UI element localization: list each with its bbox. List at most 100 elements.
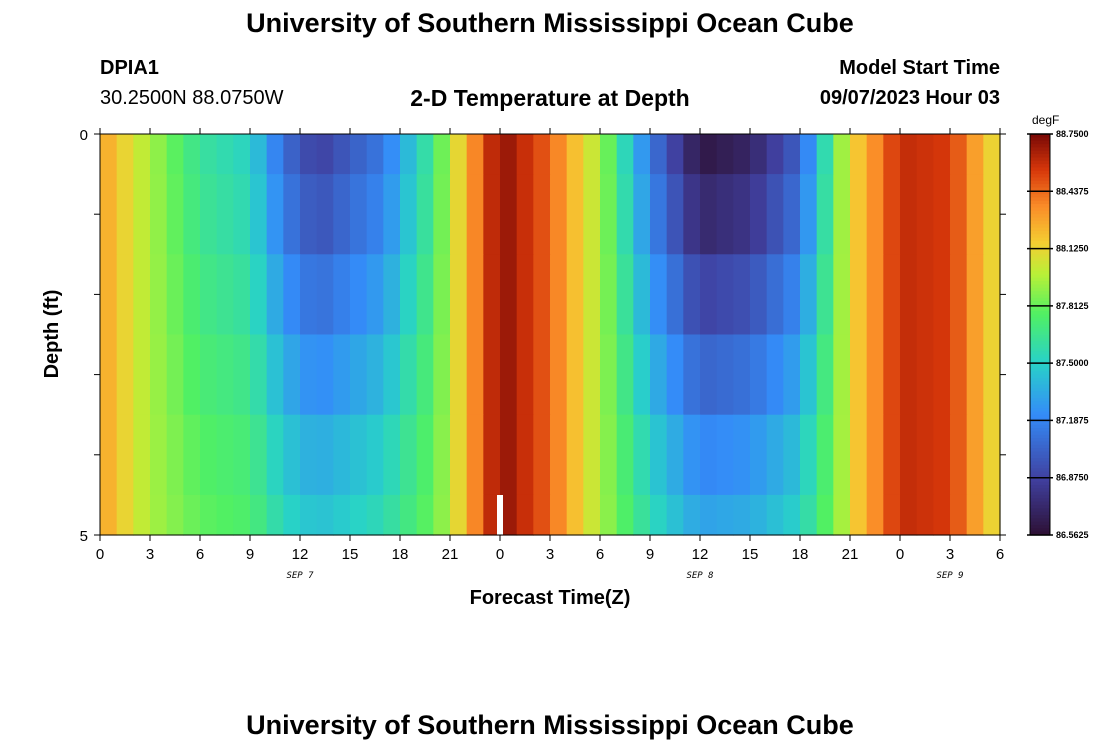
heatmap-cell: [450, 174, 468, 255]
heatmap-cell: [266, 494, 284, 536]
heatmap-cell: [966, 494, 984, 536]
x-tick-label: 12: [692, 546, 709, 563]
heatmap-cell: [333, 414, 351, 496]
heatmap-cell: [750, 414, 768, 496]
colorbar-segment: [1030, 461, 1050, 466]
colorbar-segment: [1030, 204, 1050, 209]
x-tick-label: 0: [496, 546, 504, 563]
colorbar-segment: [1030, 528, 1050, 533]
heatmap-cell: [683, 174, 701, 255]
x-tick-label: 18: [792, 546, 809, 563]
colorbar-segment: [1030, 207, 1050, 212]
heatmap-cell: [183, 254, 201, 336]
heatmap-cell: [533, 254, 551, 336]
heatmap-cell: [683, 254, 701, 336]
heatmap-cell: [900, 494, 918, 536]
heatmap-cell: [900, 134, 918, 175]
heatmap-cell: [383, 334, 401, 416]
heatmap-cell: [800, 494, 818, 536]
heatmap-cell: [316, 174, 334, 255]
heatmap-cell: [500, 334, 518, 416]
heatmap-cell: [916, 134, 934, 175]
colorbar-segment: [1030, 394, 1050, 399]
heatmap-cell: [600, 254, 618, 336]
heatmap-cell: [833, 334, 851, 416]
heatmap-cell: [350, 174, 368, 255]
heatmap-cell: [166, 414, 184, 496]
y-tick-label: 5: [80, 528, 88, 545]
colorbar-segment: [1030, 200, 1050, 205]
colorbar-segment: [1030, 344, 1050, 349]
colorbar-segment: [1030, 227, 1050, 232]
heatmap-cell: [433, 134, 451, 175]
x-tick-label: 9: [246, 546, 254, 563]
heatmap-cell: [800, 254, 818, 336]
y-axis-title: Depth (ft): [41, 290, 63, 379]
heatmap-cell: [100, 494, 118, 536]
x-tick-label: 12: [292, 546, 309, 563]
x-tick-label: 15: [742, 546, 759, 563]
heatmap-cell: [816, 134, 834, 175]
colorbar-tick-label: 87.8125: [1056, 301, 1089, 311]
heatmap-cell: [516, 254, 534, 336]
heatmap-cell: [666, 174, 684, 255]
heatmap-cell: [483, 414, 501, 496]
heatmap-cell: [800, 414, 818, 496]
heatmap-cell: [583, 334, 601, 416]
colorbar-segment: [1030, 411, 1050, 416]
heatmap-cell: [950, 414, 968, 496]
heatmap-cell: [400, 254, 418, 336]
heatmap-cell: [133, 414, 151, 496]
colorbar-segment: [1030, 144, 1050, 148]
heatmap-cell: [566, 494, 584, 536]
heatmap-cell: [700, 254, 718, 336]
heatmap-cell: [783, 334, 801, 416]
heatmap-cell: [816, 494, 834, 536]
footer-title: University of Southern Mississippi Ocean…: [246, 710, 854, 740]
heatmap-cell: [466, 414, 484, 496]
colorbar-segment: [1030, 438, 1050, 443]
colorbar-segment: [1030, 147, 1050, 152]
date-label: SEP 9: [936, 571, 963, 581]
heatmap-cell: [950, 174, 968, 255]
heatmap-cell: [833, 174, 851, 255]
heatmap-cell: [250, 254, 268, 336]
heatmap-cell: [100, 254, 118, 336]
colorbar-segment: [1030, 347, 1050, 352]
heatmap-cell: [666, 254, 684, 336]
colorbar-segment: [1030, 414, 1050, 419]
heatmap-cell: [516, 494, 534, 536]
heatmap-cell: [550, 254, 568, 336]
heatmap-cell: [233, 254, 251, 336]
heatmap-cell: [483, 174, 501, 255]
heatmap-cell: [883, 134, 901, 175]
heatmap-cell: [100, 134, 118, 175]
heatmap-cell: [350, 254, 368, 336]
colorbar-segment: [1030, 134, 1050, 138]
heatmap-cell: [933, 134, 951, 175]
colorbar-segment: [1030, 431, 1050, 436]
colorbar-segment: [1030, 337, 1050, 342]
heatmap-cell: [316, 134, 334, 175]
heatmap-cell: [700, 134, 718, 175]
colorbar-segment: [1030, 508, 1050, 513]
heatmap-cell: [666, 334, 684, 416]
heatmap-cell: [116, 174, 134, 255]
heatmap-cell: [866, 334, 884, 416]
colorbar-segment: [1030, 458, 1050, 463]
heatmap-cell: [650, 334, 668, 416]
heatmap-cell: [983, 174, 1001, 255]
heatmap-cell: [183, 414, 201, 496]
heatmap-cell: [366, 134, 384, 175]
heatmap-cell: [700, 174, 718, 255]
colorbar-segment: [1030, 314, 1050, 319]
colorbar-segment: [1030, 444, 1050, 449]
heatmap-cell: [733, 254, 751, 336]
heatmap-cell: [200, 414, 218, 496]
heatmap-cell: [383, 134, 401, 175]
heatmap-cell: [166, 334, 184, 416]
heatmap-cell: [200, 134, 218, 175]
station-id: DPIA1: [100, 57, 159, 79]
colorbar-segment: [1030, 177, 1050, 182]
colorbar-segment: [1030, 324, 1050, 329]
